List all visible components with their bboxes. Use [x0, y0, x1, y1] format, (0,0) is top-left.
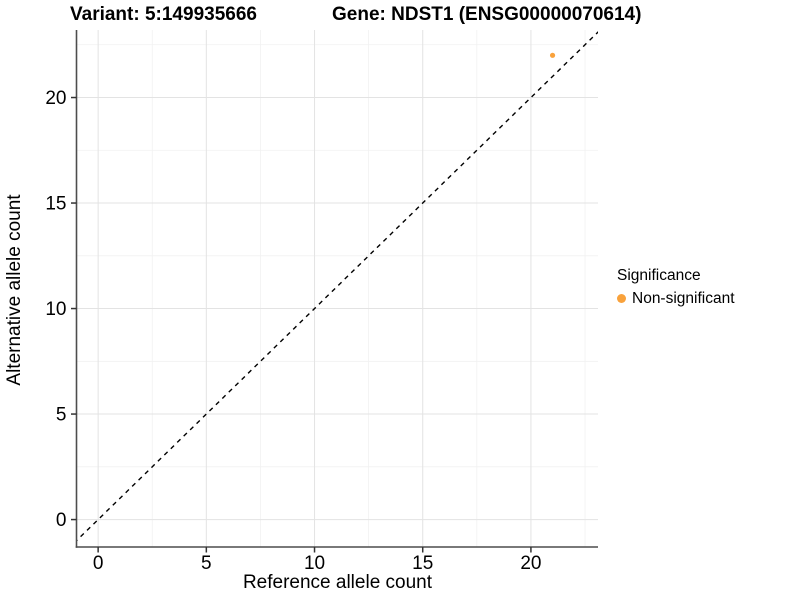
x-axis-title: Reference allele count: [242, 572, 433, 593]
gene-title: Gene: NDST1 (ENSG00000070614): [332, 4, 642, 25]
x-tick-label: 5: [201, 553, 212, 574]
y-tick-label: 20: [45, 88, 66, 109]
y-tick-label: 10: [45, 299, 66, 320]
x-tick-label: 15: [412, 553, 433, 574]
legend: Significance Non-significant: [617, 265, 735, 309]
identity-line: [76, 31, 598, 542]
x-tick-label: 0: [93, 553, 104, 574]
variant-title: Variant: 5:149935666: [70, 4, 257, 25]
legend-entry: Non-significant: [617, 288, 735, 309]
y-axis-title: Alternative allele count: [4, 194, 25, 386]
y-tick-label: 5: [56, 405, 67, 426]
x-tick-label: 20: [520, 553, 541, 574]
legend-title: Significance: [617, 267, 701, 284]
x-tick-label: 10: [304, 553, 325, 574]
legend-point-icon: [617, 294, 626, 303]
y-tick-label: 0: [56, 510, 67, 531]
legend-entry-label: Non-significant: [632, 290, 735, 307]
y-tick-label: 15: [45, 194, 66, 215]
data-point: [549, 52, 556, 58]
